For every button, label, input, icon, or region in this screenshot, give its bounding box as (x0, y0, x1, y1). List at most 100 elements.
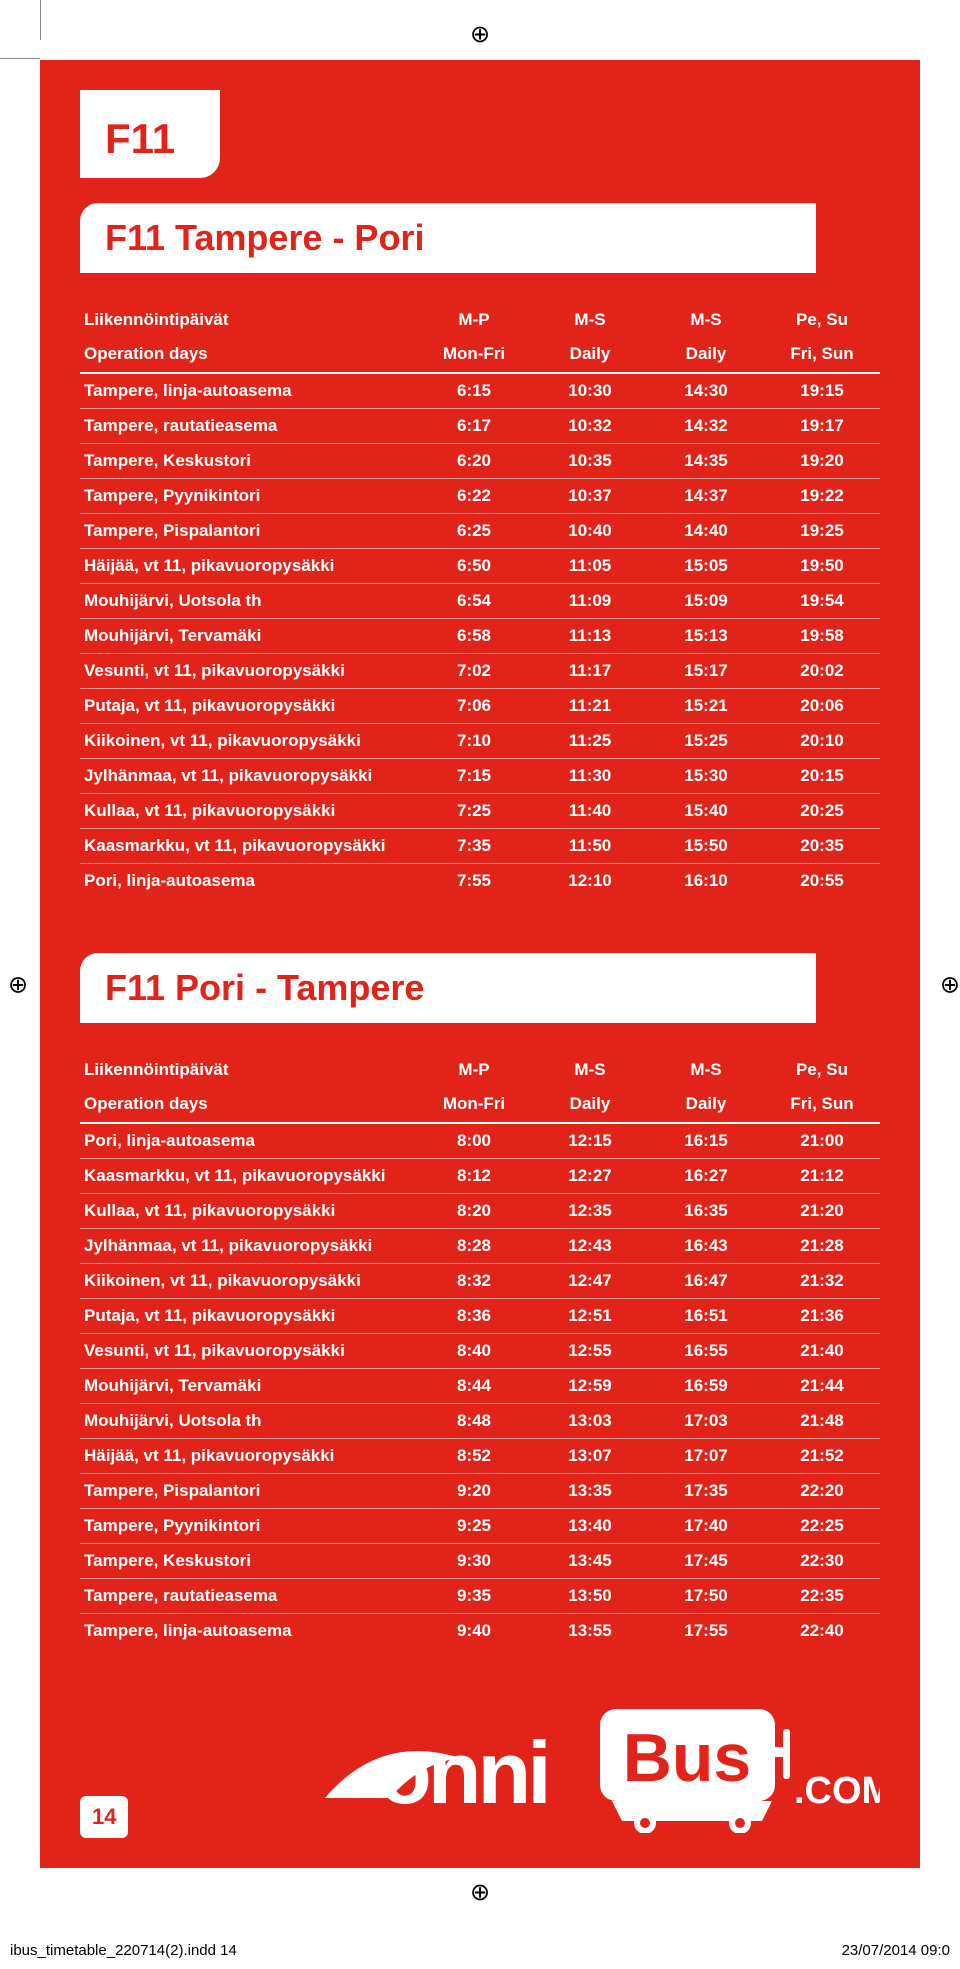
departure-time: 12:55 (532, 1334, 648, 1369)
header-daycode: Daily (648, 337, 764, 373)
registration-mark-icon: ⊕ (470, 20, 490, 49)
timetable-row: Kullaa, vt 11, pikavuoropysäkki7:2511:40… (80, 794, 880, 829)
header-label: Liikennöintipäivät (80, 303, 416, 337)
timetable-row: Tampere, Pispalantori6:2510:4014:4019:25 (80, 514, 880, 549)
timetable-row: Vesunti, vt 11, pikavuoropysäkki8:4012:5… (80, 1334, 880, 1369)
svg-text:.COM: .COM (794, 1770, 880, 1812)
crop-marks-bottom: ⊕ (0, 1868, 960, 1928)
departure-time: 16:27 (648, 1159, 764, 1194)
header-daycode: M-S (648, 303, 764, 337)
departure-time: 10:40 (532, 514, 648, 549)
stop-name: Kiikoinen, vt 11, pikavuoropysäkki (80, 1264, 416, 1299)
departure-time: 19:54 (764, 584, 880, 619)
departure-time: 21:20 (764, 1194, 880, 1229)
registration-mark-right-icon: ⊕ (940, 970, 960, 999)
departure-time: 22:30 (764, 1544, 880, 1579)
departure-time: 19:25 (764, 514, 880, 549)
departure-time: 13:40 (532, 1509, 648, 1544)
stop-name: Pori, linja-autoasema (80, 864, 416, 899)
stop-name: Tampere, Pyynikintori (80, 1509, 416, 1544)
timetable-page: F11 F11 Tampere - PoriLiikennöintipäivät… (40, 60, 920, 1868)
departure-time: 16:43 (648, 1229, 764, 1264)
departure-time: 21:36 (764, 1299, 880, 1334)
stop-name: Jylhänmaa, vt 11, pikavuoropysäkki (80, 1229, 416, 1264)
crop-marks-top: ⊕ (0, 0, 960, 60)
timetable-row: Mouhijärvi, Uotsola th8:4813:0317:0321:4… (80, 1404, 880, 1439)
departure-time: 14:37 (648, 479, 764, 514)
section-title: F11 Tampere - Pori (105, 217, 424, 258)
departure-time: 21:12 (764, 1159, 880, 1194)
page-wrapper: ⊕ ⊕ ⊕ F11 F11 Tampere - PoriLiikennöinti… (0, 0, 960, 1969)
section-title: F11 Pori - Tampere (105, 967, 424, 1008)
departure-time: 8:12 (416, 1159, 532, 1194)
departure-time: 11:30 (532, 759, 648, 794)
departure-time: 21:32 (764, 1264, 880, 1299)
departure-time: 17:50 (648, 1579, 764, 1614)
departure-time: 17:55 (648, 1614, 764, 1649)
source-filename: ibus_timetable_220714(2).indd 14 (10, 1942, 237, 1959)
departure-time: 15:50 (648, 829, 764, 864)
departure-time: 17:03 (648, 1404, 764, 1439)
stop-name: Kullaa, vt 11, pikavuoropysäkki (80, 1194, 416, 1229)
departure-time: 16:15 (648, 1123, 764, 1159)
stop-name: Tampere, rautatieasema (80, 409, 416, 444)
timetable-row: Vesunti, vt 11, pikavuoropysäkki7:0211:1… (80, 654, 880, 689)
departure-time: 7:55 (416, 864, 532, 899)
stop-name: Häijää, vt 11, pikavuoropysäkki (80, 1439, 416, 1474)
header-label: Operation days (80, 337, 416, 373)
departure-time: 7:35 (416, 829, 532, 864)
departure-time: 8:28 (416, 1229, 532, 1264)
print-metadata: ibus_timetable_220714(2).indd 14 23/07/2… (0, 1928, 960, 1969)
timetable-row: Tampere, rautatieasema6:1710:3214:3219:1… (80, 409, 880, 444)
print-date: 23/07/2014 09:0 (842, 1942, 950, 1959)
departure-time: 13:07 (532, 1439, 648, 1474)
departure-time: 22:40 (764, 1614, 880, 1649)
stop-name: Tampere, linja-autoasema (80, 373, 416, 409)
page-number: 14 (80, 1796, 128, 1838)
departure-time: 16:47 (648, 1264, 764, 1299)
departure-time: 12:51 (532, 1299, 648, 1334)
departure-time: 6:50 (416, 549, 532, 584)
departure-time: 20:06 (764, 689, 880, 724)
registration-mark-bottom-icon: ⊕ (470, 1878, 490, 1907)
departure-time: 20:55 (764, 864, 880, 899)
departure-time: 17:35 (648, 1474, 764, 1509)
departure-time: 21:52 (764, 1439, 880, 1474)
timetable-row: Kiikoinen, vt 11, pikavuoropysäkki7:1011… (80, 724, 880, 759)
sections-container: F11 Tampere - Pori Liikennöintipäivät M-P M… (80, 203, 880, 1648)
departure-time: 20:25 (764, 794, 880, 829)
timetable-row: Häijää, vt 11, pikavuoropysäkki6:5011:05… (80, 549, 880, 584)
departure-time: 7:02 (416, 654, 532, 689)
timetable-row: Pori, linja-autoasema7:5512:1016:1020:55 (80, 864, 880, 899)
stop-name: Mouhijärvi, Uotsola th (80, 1404, 416, 1439)
departure-time: 7:25 (416, 794, 532, 829)
timetable-row: Mouhijärvi, Uotsola th6:5411:0915:0919:5… (80, 584, 880, 619)
departure-time: 11:05 (532, 549, 648, 584)
timetable-header-row: Operation daysMon-FriDailyDailyFri, Sun (80, 1087, 880, 1123)
header-daycode: Mon-Fri (416, 337, 532, 373)
departure-time: 15:09 (648, 584, 764, 619)
departure-time: 12:59 (532, 1369, 648, 1404)
departure-time: 12:35 (532, 1194, 648, 1229)
stop-name: Tampere, Pyynikintori (80, 479, 416, 514)
departure-time: 10:37 (532, 479, 648, 514)
departure-time: 19:22 (764, 479, 880, 514)
departure-time: 8:00 (416, 1123, 532, 1159)
departure-time: 13:35 (532, 1474, 648, 1509)
header-daycode: Daily (532, 337, 648, 373)
timetable-row: Mouhijärvi, Tervamäki6:5811:1315:1319:58 (80, 619, 880, 654)
departure-time: 8:52 (416, 1439, 532, 1474)
stop-name: Tampere, Keskustori (80, 1544, 416, 1579)
header-daycode: Daily (648, 1087, 764, 1123)
departure-time: 12:27 (532, 1159, 648, 1194)
departure-time: 9:20 (416, 1474, 532, 1509)
timetable-row: Tampere, Pispalantori9:2013:3517:3522:20 (80, 1474, 880, 1509)
departure-time: 15:30 (648, 759, 764, 794)
header-daycode: M-P (416, 1053, 532, 1087)
stop-name: Tampere, Pispalantori (80, 514, 416, 549)
departure-time: 19:20 (764, 444, 880, 479)
section-title-bar: F11 Tampere - Pori (80, 203, 816, 273)
timetable-row: Tampere, linja-autoasema9:4013:5517:5522… (80, 1614, 880, 1649)
stop-name: Tampere, Keskustori (80, 444, 416, 479)
timetable-row: Kullaa, vt 11, pikavuoropysäkki8:2012:35… (80, 1194, 880, 1229)
